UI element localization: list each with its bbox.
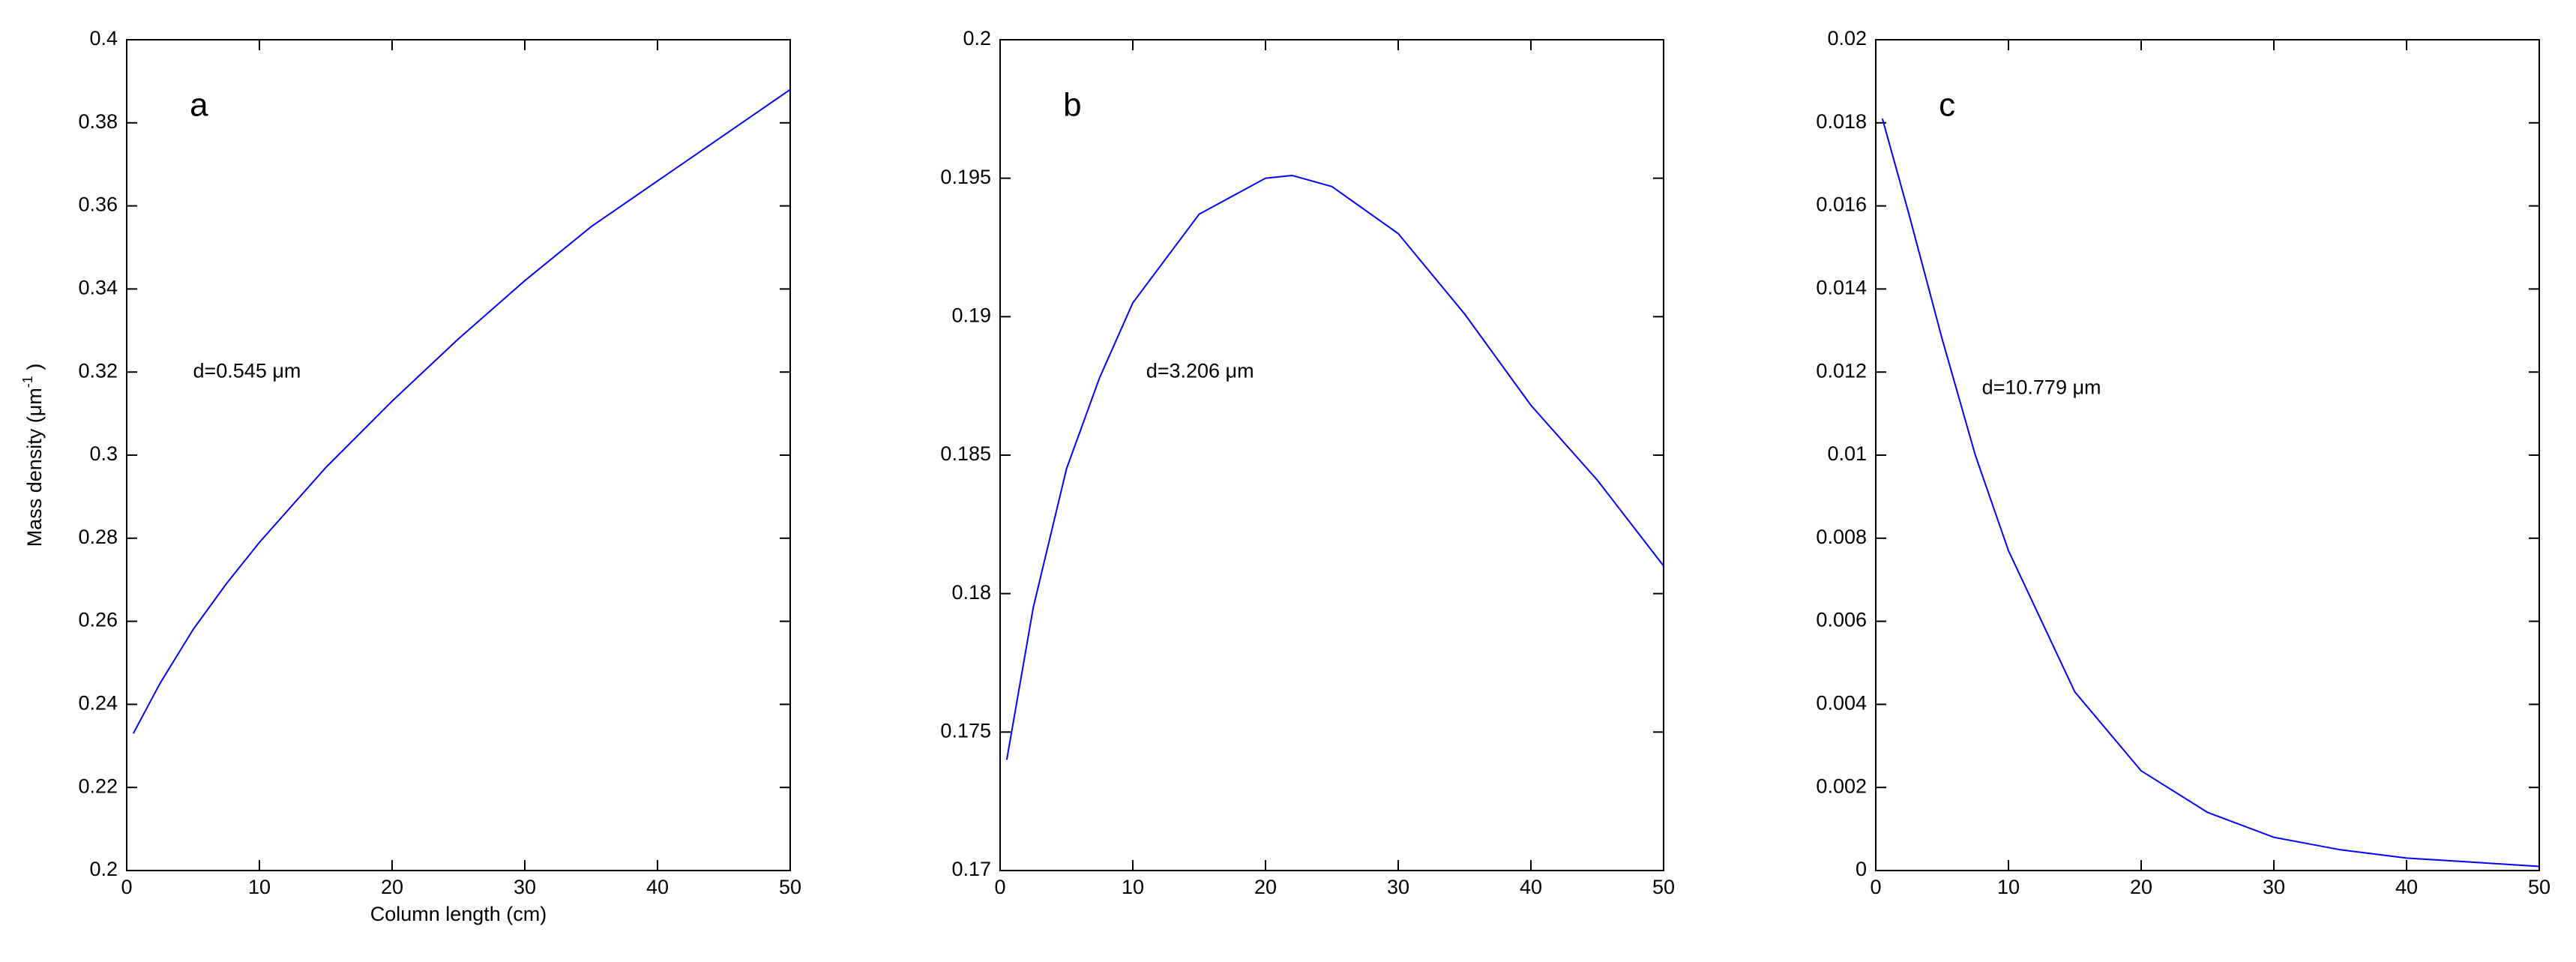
y-tick-label: 0.32 [78,359,118,382]
panel-letter: c [1939,87,1955,124]
y-tick-label: 0.24 [78,692,118,715]
x-tick-label: 40 [1520,876,1542,898]
y-axis-label-main: Mass density (μm [23,388,46,547]
annotation: d=3.206 μm [1146,359,1254,382]
x-tick-label: 20 [2130,876,2152,898]
y-tick-label: 0.004 [1816,692,1867,715]
x-tick-label: 40 [2395,876,2418,898]
y-axis-label-end: ) [23,364,46,376]
y-tick-label: 0.22 [78,775,118,797]
annotation: d=10.779 μm [1982,376,2101,398]
x-tick-label: 20 [381,876,403,898]
y-tick-label: 0.26 [78,609,118,631]
x-tick-label: 10 [248,876,271,898]
y-tick-label: 0.008 [1816,526,1867,548]
y-tick-label: 0.006 [1816,609,1867,631]
y-tick-label: 0.195 [940,166,991,188]
y-tick-label: 0.2 [963,27,991,49]
x-axis-label: Column length (cm) [370,903,547,925]
y-tick-label: 0.185 [940,442,991,465]
x-tick-label: 30 [514,876,536,898]
y-tick-label: 0.018 [1816,110,1867,133]
x-tick-label: 30 [1387,876,1409,898]
x-tick-label: 50 [779,876,801,898]
y-tick-label: 0.17 [951,858,991,880]
y-tick-label: 0.02 [1827,27,1867,49]
y-tick-label: 0.014 [1816,277,1867,299]
x-tick-label: 0 [994,876,1005,898]
y-tick-label: 0.34 [78,277,118,299]
annotation: d=0.545 μm [193,359,301,382]
x-tick-label: 0 [121,876,132,898]
panel-letter: b [1063,87,1081,124]
panel-letter: a [190,87,208,124]
y-tick-label: 0.002 [1816,775,1867,797]
y-tick-label: 0.175 [940,719,991,742]
y-tick-label: 0 [1856,858,1867,880]
y-tick-label: 0.19 [951,304,991,326]
x-tick-label: 0 [1870,876,1881,898]
plot-frame [126,39,791,871]
y-tick-label: 0.012 [1816,359,1867,382]
y-axis-label: Mass density (μm-1 ) [20,364,46,547]
y-tick-label: 0.016 [1816,193,1867,216]
y-tick-label: 0.3 [89,442,118,465]
x-tick-label: 10 [1122,876,1144,898]
x-tick-label: 40 [646,876,669,898]
y-tick-label: 0.38 [78,110,118,133]
y-tick-label: 0.2 [89,858,118,880]
y-axis-label-sup: -1 [20,376,35,388]
plot-frame [999,39,1664,871]
y-tick-label: 0.18 [951,581,991,604]
x-tick-label: 20 [1254,876,1277,898]
data-line [132,88,791,734]
y-tick-label: 0.01 [1827,442,1867,465]
data-line [1881,118,2540,868]
x-tick-label: 10 [1997,876,2020,898]
x-tick-label: 50 [1652,876,1675,898]
data-line [1005,174,1664,760]
y-tick-label: 0.4 [89,27,118,49]
x-tick-label: 30 [2263,876,2285,898]
y-tick-label: 0.28 [78,526,118,548]
x-tick-label: 50 [2528,876,2551,898]
y-tick-label: 0.36 [78,193,118,216]
